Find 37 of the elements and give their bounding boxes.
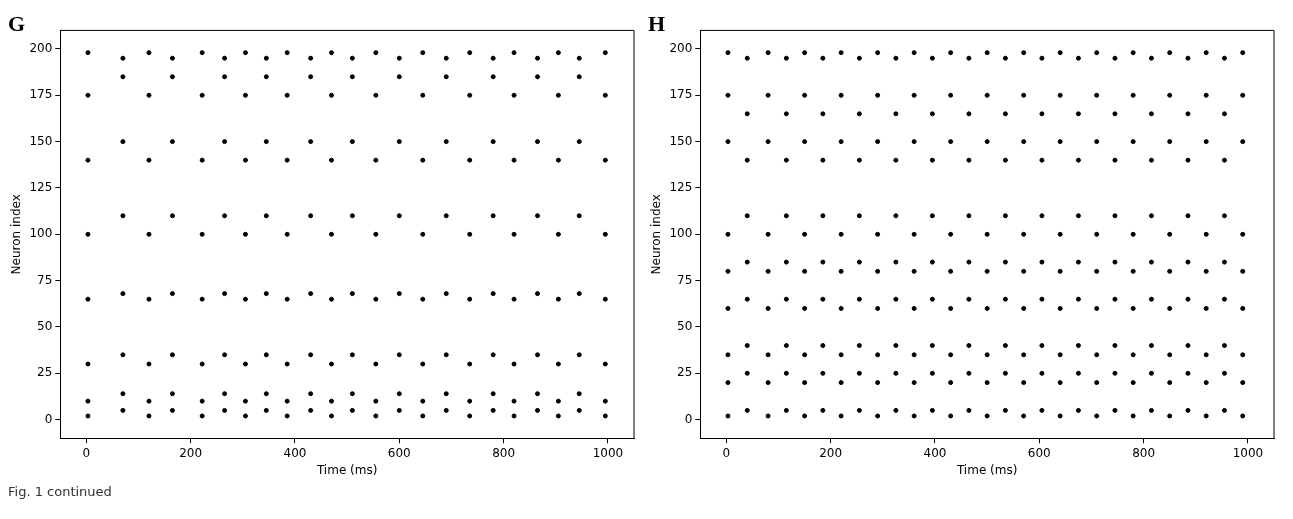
caption: Fig. 1 continued bbox=[8, 484, 113, 499]
y-tick-label: 150 bbox=[669, 133, 693, 148]
chart-title: H bbox=[648, 10, 666, 36]
y-tick-label: 50 bbox=[37, 319, 53, 334]
y-tick-label: 0 bbox=[44, 411, 53, 426]
x-tick-label: 200 bbox=[179, 445, 203, 460]
y-axis-title: Neuron index bbox=[649, 194, 664, 275]
x-tick-label: 400 bbox=[283, 445, 307, 460]
y-tick-label: 175 bbox=[669, 87, 693, 102]
x-tick-label: 1000 bbox=[592, 445, 624, 460]
x-axis-title: Time (ms) bbox=[955, 462, 1018, 477]
x-tick-label: 0 bbox=[82, 445, 91, 460]
y-tick-label: 150 bbox=[29, 133, 53, 148]
x-axis-title: Time (ms) bbox=[315, 462, 378, 477]
y-axis-title: Neuron index bbox=[9, 194, 24, 275]
y-tick-label: 200 bbox=[669, 41, 693, 56]
y-tick-label: 125 bbox=[669, 180, 693, 195]
chart-title: G bbox=[8, 10, 26, 36]
y-tick-label: 200 bbox=[29, 41, 53, 56]
x-tick-label: 1000 bbox=[1232, 445, 1264, 460]
y-tick-label: 125 bbox=[29, 180, 53, 195]
x-tick-label: 600 bbox=[1027, 445, 1051, 460]
y-tick-label: 25 bbox=[677, 365, 693, 380]
y-tick-label: 175 bbox=[29, 87, 53, 102]
x-tick-label: 0 bbox=[722, 445, 731, 460]
x-tick-label: 600 bbox=[387, 445, 411, 460]
x-tick-label: 800 bbox=[1132, 445, 1156, 460]
y-tick-label: 0 bbox=[684, 411, 693, 426]
y-tick-label: 25 bbox=[37, 365, 53, 380]
y-tick-label: 75 bbox=[677, 272, 693, 287]
y-tick-label: 50 bbox=[677, 319, 693, 334]
x-tick-label: 800 bbox=[492, 445, 516, 460]
y-tick-label: 100 bbox=[669, 226, 693, 241]
y-tick-label: 100 bbox=[29, 226, 53, 241]
x-tick-label: 200 bbox=[819, 445, 843, 460]
x-tick-label: 400 bbox=[923, 445, 947, 460]
y-tick-label: 75 bbox=[37, 272, 53, 287]
